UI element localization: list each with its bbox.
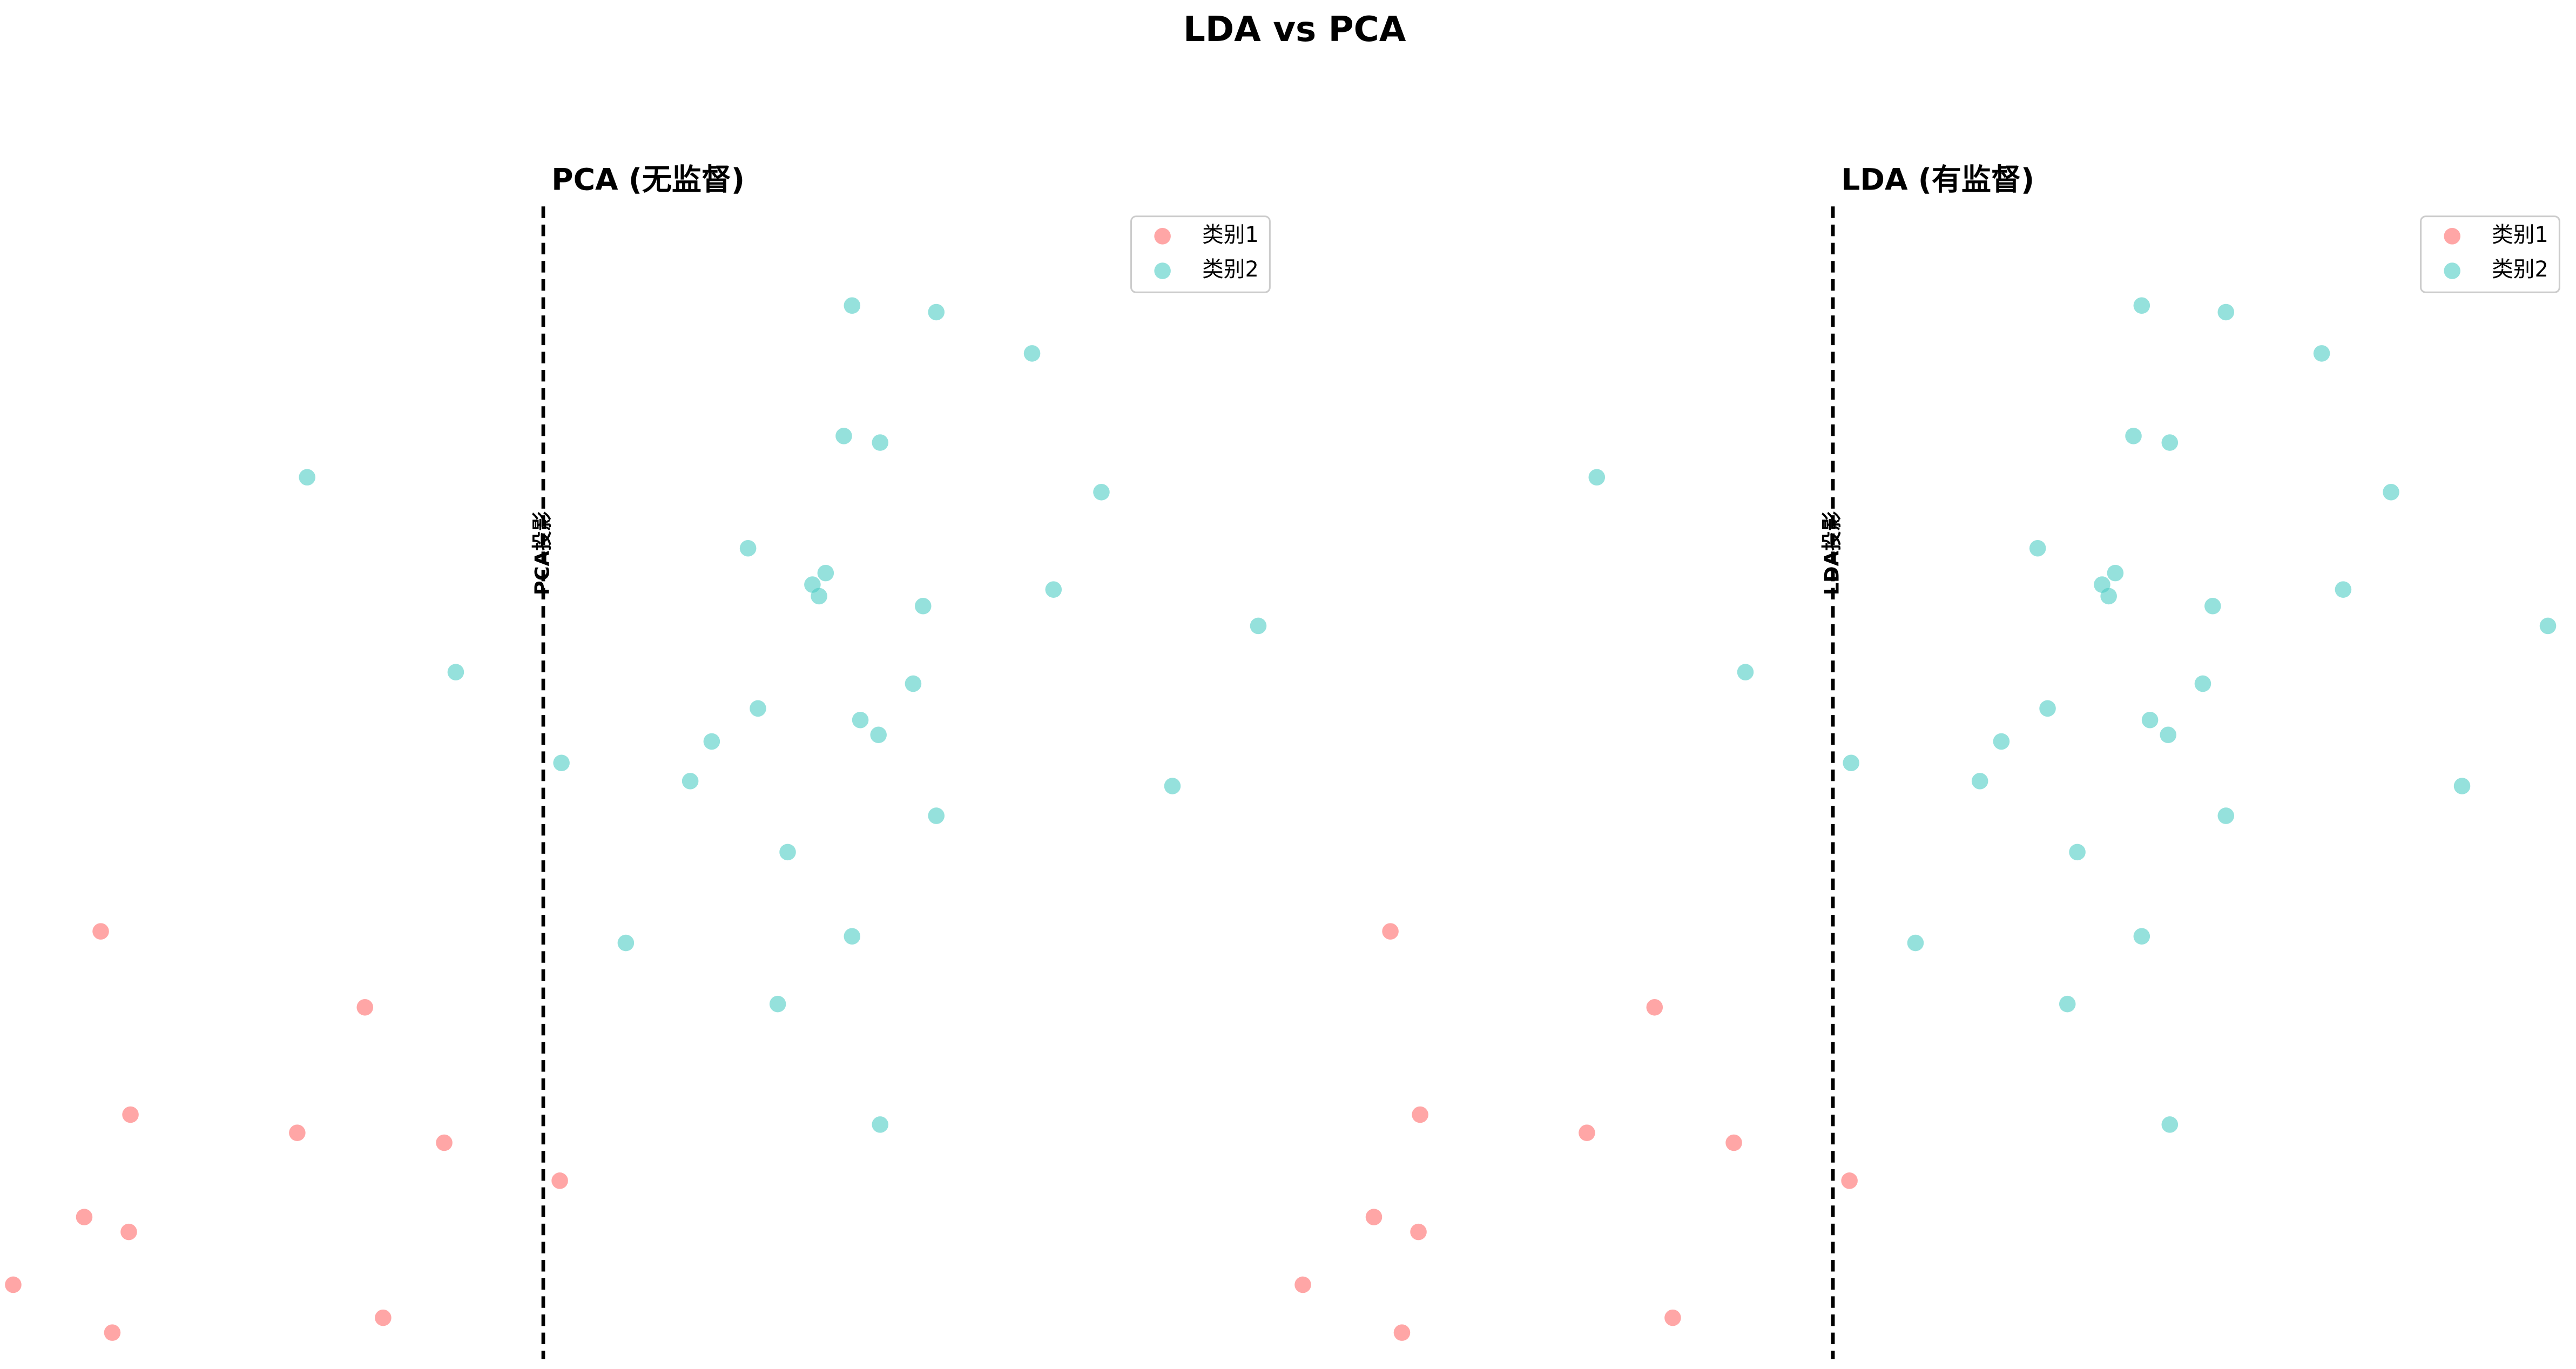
subplot: LDA (有监督) LDA投影 类别1 类别2 [1294,163,2560,1359]
point [1664,1309,1681,1326]
point [914,597,932,615]
point [2383,483,2399,501]
point [1907,934,1924,952]
point [870,726,887,744]
point [1588,469,1606,486]
point [1250,617,1267,635]
point [835,428,852,444]
point [92,923,109,940]
point [2141,711,2159,729]
point [2335,581,2352,598]
point [2100,588,2117,605]
point [2160,726,2177,744]
point [1737,664,1754,680]
point [928,807,945,824]
point [2194,675,2211,692]
point [811,588,827,605]
point [817,564,834,582]
point [2029,539,2046,557]
legend-marker [2444,228,2460,245]
point [1725,1134,1742,1151]
point [1294,1276,1311,1293]
point [1365,1209,1383,1225]
legend-label: 类别2 [1202,257,1259,282]
point [2217,304,2235,321]
point [299,469,316,486]
point [2133,928,2150,945]
point [844,928,861,945]
point [2313,345,2330,362]
point [122,1106,139,1123]
figure-title: LDA vs PCA [1183,9,1406,50]
point [1579,1124,1595,1141]
point [872,1116,889,1133]
point [1382,923,1399,940]
point [1393,1324,1411,1341]
point [2107,564,2124,582]
point [1971,773,1988,790]
legend-label: 类别1 [2492,222,2548,247]
point [120,1223,137,1240]
point [375,1309,392,1326]
point [551,1172,568,1189]
legend-marker [1154,262,1171,279]
point [2204,597,2221,615]
point [1023,345,1041,362]
point [2161,1116,2179,1133]
point [617,934,635,952]
point [1646,999,1663,1016]
point [76,1209,93,1225]
subplot-title: LDA (有监督) [1841,163,2034,197]
point [553,754,570,772]
point [1045,581,1062,598]
legend-label: 类别1 [1202,222,1259,247]
point [447,664,464,680]
point [1410,1223,1427,1240]
projection-label: PCA投影 [530,511,554,595]
point [1841,1172,1858,1189]
point [750,700,766,717]
point [5,1276,22,1293]
point [1993,733,2010,750]
subplot: PCA (无监督) PCA投影 类别1 类别2 [5,163,1271,1359]
point [1843,754,1859,772]
point [2539,617,2557,635]
point [928,304,945,321]
point [2059,995,2076,1013]
point [905,675,922,692]
point [1164,778,1181,794]
point [356,999,374,1016]
point [1093,483,1110,501]
point [682,773,699,790]
subplot-title: PCA (无监督) [551,163,745,197]
projection-label: LDA投影 [1820,511,1844,595]
point [739,539,757,557]
point [436,1134,453,1151]
point [2133,297,2150,314]
point [289,1124,306,1141]
point [2125,428,2142,444]
legend-label: 类别2 [2492,257,2548,282]
point [2217,807,2235,824]
point [703,733,720,750]
legend-marker [2444,262,2460,279]
point [852,711,869,729]
point [1412,1106,1428,1123]
legend-marker [1154,228,1171,245]
point [2039,700,2056,717]
point [2069,844,2086,861]
point [2453,778,2471,794]
point [779,844,796,861]
point [872,434,889,451]
point [104,1324,121,1341]
point [2161,434,2179,451]
point [769,995,786,1013]
point [844,297,861,314]
